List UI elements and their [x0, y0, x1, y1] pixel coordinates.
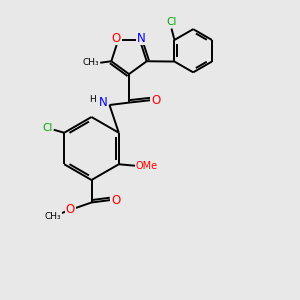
- Text: OMe: OMe: [136, 161, 158, 171]
- Text: O: O: [152, 94, 160, 107]
- Text: Cl: Cl: [42, 123, 52, 133]
- Text: CH₃: CH₃: [44, 212, 61, 221]
- Text: O: O: [111, 194, 120, 207]
- Text: CH₃: CH₃: [83, 58, 100, 67]
- Text: O: O: [66, 203, 75, 216]
- Text: H: H: [90, 94, 96, 103]
- Text: N: N: [137, 32, 146, 45]
- Text: Cl: Cl: [166, 17, 177, 27]
- Text: N: N: [98, 96, 107, 109]
- Text: O: O: [112, 32, 121, 45]
